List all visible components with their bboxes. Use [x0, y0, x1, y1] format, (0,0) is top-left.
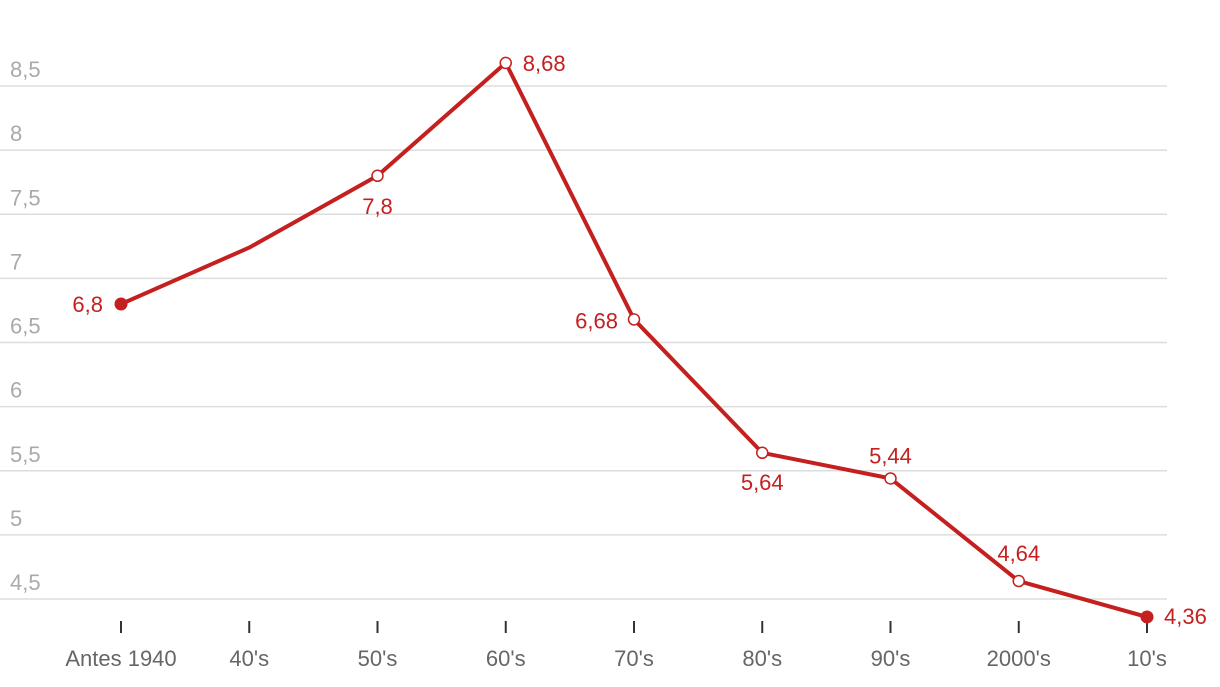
y-tick-label: 7,5: [10, 185, 41, 210]
y-tick-label: 5,5: [10, 442, 41, 467]
data-label: 4,36: [1164, 604, 1207, 629]
markers: [114, 56, 1154, 624]
x-tick-label: 60's: [486, 646, 526, 671]
series-line-path: [119, 60, 1149, 619]
data-point: [627, 313, 641, 326]
data-point: [756, 446, 769, 460]
x-axis: Antes 1940 40's 50's 60's 70's 80's 90's 2000's…: [65, 621, 1167, 671]
y-tick-label: 8: [10, 121, 22, 146]
x-tick-label: 40's: [229, 646, 269, 671]
data-point: [371, 169, 384, 183]
y-tick-label: 4,5: [10, 570, 41, 595]
data-point: [1012, 574, 1025, 588]
x-tick-label: 80's: [742, 646, 782, 671]
data-label: 5,64: [741, 470, 784, 495]
x-tick-label: 70's: [614, 646, 654, 671]
x-tick-label: 10's: [1127, 646, 1167, 671]
data-label: 4,64: [997, 541, 1040, 566]
y-tick-label: 7: [10, 249, 22, 274]
y-tick-label: 8,5: [10, 57, 41, 82]
y-tick-label: 6: [10, 378, 22, 403]
data-labels: 6,8 7,8 8,68 6,68 5,64 5,44 4,64 4,36: [72, 51, 1206, 629]
x-tick-label: 90's: [871, 646, 911, 671]
gridlines: [0, 85, 1167, 600]
y-axis: 4,5 5 5,5 6 6,5 7 7,5 8 8,5: [10, 57, 41, 595]
data-label: 8,68: [523, 51, 566, 76]
data-label: 6,8: [72, 292, 103, 317]
series-line: [119, 60, 1149, 619]
x-tick-label: 50's: [358, 646, 398, 671]
y-tick-label: 6,5: [10, 314, 41, 339]
data-label: 7,8: [362, 194, 393, 219]
data-point: [499, 56, 512, 70]
y-tick-label: 5: [10, 506, 22, 531]
data-point: [1140, 610, 1154, 624]
data-label: 5,44: [869, 443, 912, 468]
x-tick-label: 2000's: [987, 646, 1051, 671]
data-point: [884, 472, 897, 485]
data-point: [114, 297, 128, 311]
x-tick-label: Antes 1940: [65, 646, 176, 671]
data-label: 6,68: [575, 308, 618, 333]
